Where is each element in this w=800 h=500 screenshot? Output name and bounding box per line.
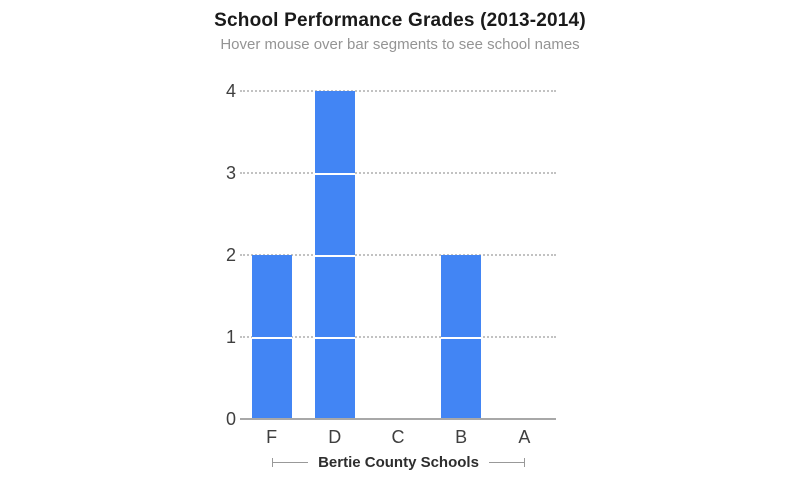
- chart-subtitle: Hover mouse over bar segments to see sch…: [220, 36, 580, 53]
- bar-segment[interactable]: [314, 337, 355, 419]
- chart-title: School Performance Grades (2013-2014): [214, 10, 586, 31]
- bracket-left-tick: [272, 457, 273, 467]
- y-axis-tick-label: 2: [225, 245, 236, 265]
- bar-segment[interactable]: [441, 337, 482, 419]
- bar-B[interactable]: [441, 255, 482, 419]
- y-axis-tick-label: 3: [225, 163, 236, 183]
- bar-segment[interactable]: [441, 255, 482, 337]
- bracket-right-line: [488, 461, 525, 463]
- x-axis-tick-label: A: [518, 427, 531, 447]
- gridline-y-2: [240, 254, 556, 256]
- y-axis-tick-label: 0: [225, 409, 236, 429]
- x-axis-tick-label: C: [391, 427, 405, 447]
- bar-segment[interactable]: [251, 255, 292, 337]
- x-axis-baseline: [240, 418, 556, 420]
- bar-segment[interactable]: [314, 173, 355, 255]
- x-axis-title-bracket: Bertie County Schools: [272, 452, 526, 472]
- gridline-y-1: [240, 336, 556, 338]
- bar-segment[interactable]: [314, 91, 355, 173]
- y-axis-tick-label: 4: [225, 81, 236, 101]
- bar-segment[interactable]: [314, 255, 355, 337]
- bracket-right-tick: [524, 457, 526, 467]
- bracket-left-line: [273, 461, 309, 463]
- x-axis-title: Bertie County Schools: [318, 453, 479, 471]
- gridline-y-4: [240, 90, 556, 92]
- bar-D[interactable]: [314, 91, 355, 419]
- gridline-y-3: [240, 172, 556, 174]
- plot-area: [240, 90, 556, 420]
- x-axis-tick-label: D: [328, 427, 342, 447]
- bar-segment[interactable]: [251, 337, 292, 419]
- y-axis-tick-label: 1: [225, 327, 236, 347]
- x-axis-tick-label: F: [266, 427, 278, 447]
- x-axis-tick-label: B: [455, 427, 468, 447]
- bar-F[interactable]: [251, 255, 292, 419]
